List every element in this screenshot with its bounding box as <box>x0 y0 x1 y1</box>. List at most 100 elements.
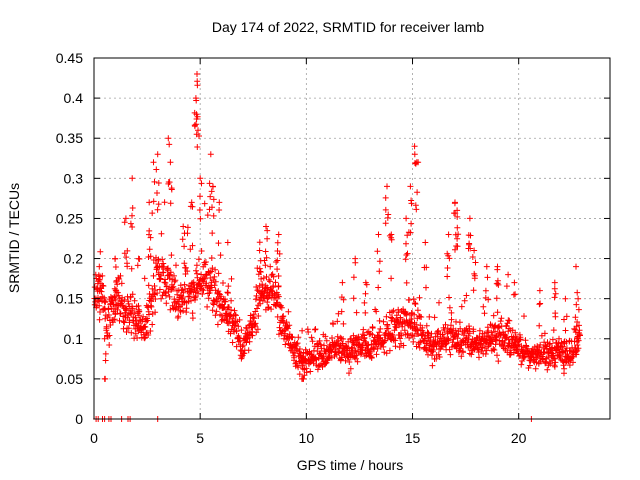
data-point <box>101 335 108 342</box>
data-point <box>563 345 570 352</box>
data-point <box>414 326 421 333</box>
y-tick-label: 0.15 <box>56 291 83 307</box>
data-point <box>194 71 200 77</box>
data-point <box>397 335 404 342</box>
data-point <box>121 319 128 326</box>
y-axis-label: SRMTID / TECUs <box>6 183 22 293</box>
data-point <box>198 248 205 254</box>
data-point <box>574 342 581 348</box>
data-point <box>265 305 272 311</box>
data-point <box>168 252 175 259</box>
data-point <box>194 78 201 85</box>
data-point <box>458 353 465 360</box>
data-point <box>428 330 435 337</box>
data-point <box>193 121 200 128</box>
data-point <box>403 215 410 222</box>
data-point <box>106 332 113 339</box>
data-point <box>454 207 461 214</box>
data-point <box>123 329 130 335</box>
data-point <box>414 189 421 196</box>
data-point <box>213 308 220 315</box>
data-point <box>574 289 581 296</box>
data-point <box>402 256 409 263</box>
data-point <box>537 300 544 307</box>
data-point <box>167 306 174 313</box>
data-point <box>411 151 418 158</box>
data-point <box>377 325 384 332</box>
data-point <box>330 321 337 328</box>
data-point <box>102 375 109 382</box>
data-point <box>254 287 261 294</box>
data-point <box>249 314 256 321</box>
data-point <box>206 269 213 276</box>
data-point <box>208 255 215 261</box>
data-point <box>195 127 201 134</box>
data-point <box>254 305 260 312</box>
data-point <box>451 200 458 207</box>
data-point <box>97 309 103 315</box>
data-point <box>272 279 279 286</box>
data-point <box>245 347 252 354</box>
data-point <box>220 280 226 286</box>
data-point <box>131 297 138 304</box>
data-point <box>446 304 453 311</box>
data-point <box>452 231 459 238</box>
data-point <box>412 301 419 307</box>
data-point <box>532 365 539 372</box>
data-point <box>471 247 478 254</box>
data-point <box>255 313 262 319</box>
data-point <box>154 290 161 297</box>
data-point <box>414 307 421 314</box>
data-point <box>494 352 500 359</box>
data-point <box>295 364 302 371</box>
data-point <box>403 310 410 317</box>
data-point <box>376 258 383 265</box>
data-point <box>232 311 239 318</box>
data-point <box>289 334 296 341</box>
data-point <box>148 303 155 310</box>
data-point <box>112 311 119 318</box>
data-point <box>467 245 474 252</box>
data-point <box>431 314 438 321</box>
data-point <box>225 283 232 290</box>
data-point <box>149 321 156 328</box>
data-point <box>202 259 209 265</box>
data-point <box>276 324 283 331</box>
data-point <box>484 274 491 281</box>
plot-frame <box>93 57 611 420</box>
data-point <box>497 318 504 325</box>
data-point <box>521 313 527 320</box>
data-point <box>452 246 458 253</box>
data-point <box>444 273 451 280</box>
data-point <box>258 275 265 282</box>
data-point <box>299 327 306 334</box>
data-point <box>288 333 295 340</box>
data-point <box>442 321 449 328</box>
data-point <box>491 347 498 353</box>
data-point <box>164 266 171 272</box>
y-tick-label: 0 <box>75 411 83 427</box>
data-point <box>142 324 149 330</box>
data-point <box>483 263 490 270</box>
data-point <box>170 283 177 290</box>
data-point <box>445 231 452 238</box>
data-point <box>562 359 569 366</box>
chart-title: Day 174 of 2022, SRMTID for receiver lam… <box>212 19 485 35</box>
data-point <box>388 236 395 243</box>
data-point <box>546 340 553 347</box>
data-point <box>273 259 280 265</box>
data-point <box>395 309 402 316</box>
data-point <box>354 358 361 365</box>
data-point <box>340 336 347 342</box>
data-point <box>311 326 318 333</box>
data-point <box>275 273 282 279</box>
data-point <box>231 307 238 314</box>
data-point <box>495 358 502 365</box>
data-point <box>129 224 136 230</box>
data-point <box>224 239 231 246</box>
data-point <box>112 287 119 294</box>
data-point <box>257 257 264 264</box>
data-point <box>232 312 239 319</box>
data-point <box>154 206 161 213</box>
data-point <box>567 348 574 354</box>
